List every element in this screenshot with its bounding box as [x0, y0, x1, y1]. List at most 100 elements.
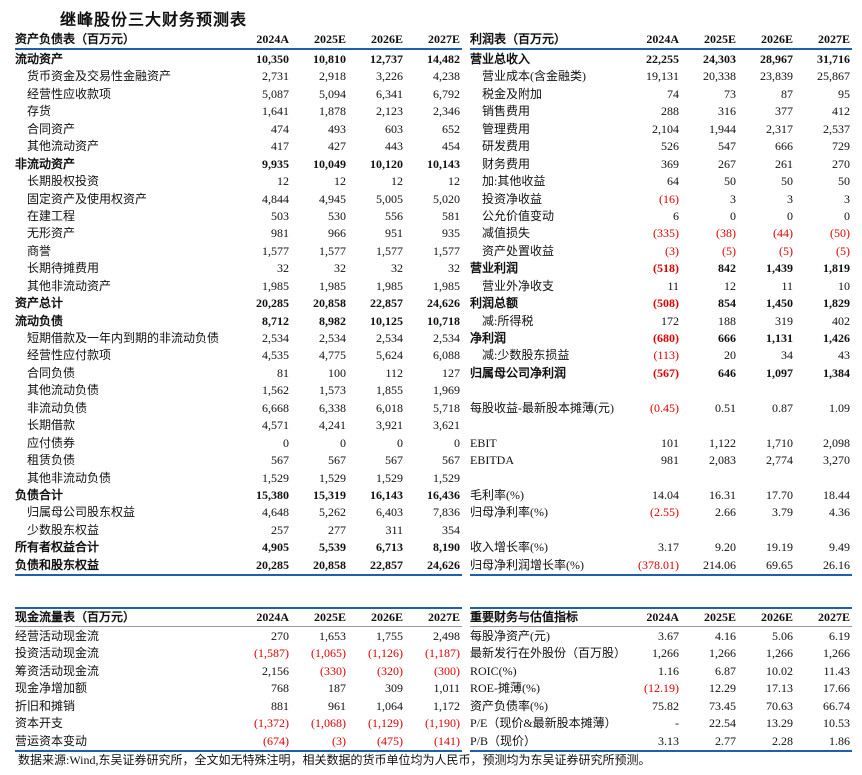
- table-row: 合同资产 474 493 603 652: [15, 121, 462, 138]
- year-header: 2025E: [313, 610, 346, 624]
- value-cell: 1.86: [829, 733, 850, 748]
- row-label: 经营性应收款项: [27, 86, 112, 101]
- value-cell: 187: [328, 681, 346, 696]
- row-label: [470, 417, 630, 434]
- value-cell: (300): [434, 663, 460, 678]
- value-cell: (1,187): [425, 646, 460, 661]
- row-label: 资产处置收益: [482, 243, 555, 258]
- value-cell: 547: [718, 139, 736, 154]
- balance-sheet-table: 资产负债表（百万元） 2024A 2025E 2026E 2027E 流动资产 10,350…: [15, 31, 462, 577]
- year-header: 2026E: [370, 610, 403, 624]
- value-cell: 188: [718, 313, 736, 328]
- value-cell: (16): [659, 191, 679, 206]
- value-cell: 2,534: [376, 331, 403, 345]
- value-cell: 2,317: [766, 121, 793, 136]
- row-label: 其他流动资产: [27, 139, 100, 154]
- row-label: 收入增长率(%): [470, 540, 548, 555]
- value-cell: 24,626: [427, 557, 460, 572]
- table-row: 归属母公司股东权益 4,648 5,262 6,403 7,836: [15, 504, 462, 521]
- value-cell: 214.06: [703, 557, 736, 572]
- value-cell: 5,005: [376, 191, 403, 206]
- value-cell: [679, 382, 736, 399]
- row-label: 毛利率(%): [470, 487, 524, 502]
- table-row: 加:其他收益 64 50 50 50: [470, 173, 852, 190]
- table-row: 归属母公司净利润 (567) 646 1,097 1,384: [470, 365, 852, 382]
- value-cell: 5.06: [772, 629, 793, 643]
- value-cell: 5,539: [319, 540, 346, 555]
- value-cell: (2.55): [650, 505, 679, 520]
- value-cell: 2.28: [772, 733, 793, 748]
- value-cell: 402: [832, 313, 850, 328]
- row-label: 资产总计: [15, 296, 64, 311]
- row-label: 固定资产及使用权资产: [27, 191, 148, 206]
- row-label: 营业总收入: [470, 52, 531, 66]
- table-row: 营业总收入 22,255 24,303 28,967 31,716: [470, 51, 852, 68]
- row-label: 研发费用: [482, 139, 531, 154]
- table-row: 归母净利润增长率(%) (378.01) 214.06 69.65 26.16: [470, 557, 852, 574]
- table-row: 公允价值变动 6 0 0 0: [470, 208, 852, 225]
- value-cell: 3,226: [376, 69, 403, 84]
- value-cell: [793, 417, 850, 434]
- table-row: 筹资活动现金流 2,156 (330) (320) (300): [15, 663, 462, 680]
- value-cell: 2,534: [433, 331, 460, 345]
- row-label: 其他非流动负债: [27, 470, 112, 485]
- table-row: 流动资产 10,350 10,810 12,737 14,482: [15, 51, 462, 68]
- table-row: 最新发行在外股份（百万股） 1,266 1,266 1,266 1,266: [470, 645, 852, 662]
- value-cell: 2,918: [319, 69, 346, 84]
- value-cell: (508): [653, 296, 679, 311]
- value-cell: 22,255: [646, 52, 679, 66]
- value-cell: 369: [661, 156, 679, 171]
- value-cell: 768: [271, 681, 289, 696]
- value-cell: 1,266: [652, 646, 679, 661]
- value-cell: 526: [661, 139, 679, 154]
- value-cell: 6,668: [262, 400, 289, 415]
- value-cell: 9.49: [829, 540, 850, 555]
- value-cell: (1,190): [425, 716, 460, 731]
- value-cell: 2,083: [709, 453, 736, 468]
- value-cell: 319: [775, 313, 793, 328]
- value-cell: 10.53: [823, 716, 850, 731]
- row-label: 负债和股东权益: [15, 557, 100, 572]
- table-row: EBIT 101 1,122 1,710 2,098: [470, 435, 852, 452]
- value-cell: 6.87: [715, 663, 736, 678]
- value-cell: 75.82: [652, 698, 679, 713]
- row-label: 营运资本变动: [15, 733, 88, 748]
- value-cell: 24,626: [427, 296, 460, 311]
- key-ratios-table: 重要财务与估值指标 2024A 2025E 2026E 2027E 每股净资产(元) 3.6…: [470, 607, 852, 753]
- year-header: 2024A: [646, 610, 679, 624]
- row-label: 长期待摊费用: [27, 261, 100, 276]
- value-cell: 9.20: [715, 540, 736, 555]
- value-cell: 112: [385, 365, 403, 380]
- row-label: 长期借款: [27, 418, 76, 433]
- value-cell: 1.09: [829, 400, 850, 415]
- value-cell: 81: [277, 365, 289, 380]
- value-cell: 50: [781, 174, 793, 189]
- value-cell: 24,303: [703, 52, 736, 66]
- row-label: 长期股权投资: [27, 174, 100, 189]
- value-cell: 0: [283, 435, 289, 450]
- value-cell: (3): [332, 733, 346, 748]
- row-label: 少数股东权益: [27, 522, 100, 537]
- value-cell: 15,380: [256, 487, 289, 502]
- value-cell: 1,819: [823, 261, 850, 276]
- value-cell: (335): [653, 226, 679, 241]
- row-label: 资产负债率(%): [470, 698, 548, 713]
- value-cell: 12: [448, 174, 460, 189]
- value-cell: (1,587): [254, 646, 289, 661]
- value-cell: (378.01): [638, 557, 679, 572]
- row-label: 无形资产: [27, 226, 76, 241]
- value-cell: 20,858: [313, 296, 346, 311]
- value-cell: 354: [442, 522, 460, 537]
- year-header: 2024A: [646, 32, 679, 46]
- table-row: 合同负债 81 100 112 127: [15, 365, 462, 382]
- value-cell: 1,450: [766, 296, 793, 311]
- value-cell: [793, 382, 850, 399]
- value-cell: 95: [838, 86, 850, 101]
- row-label: 经营活动现金流: [15, 629, 100, 643]
- value-cell: 270: [832, 156, 850, 171]
- value-cell: 1,573: [319, 383, 346, 398]
- value-cell: 20: [724, 348, 736, 363]
- value-cell: 530: [328, 208, 346, 223]
- value-cell: 12: [724, 278, 736, 293]
- row-label: 投资活动现金流: [15, 646, 100, 661]
